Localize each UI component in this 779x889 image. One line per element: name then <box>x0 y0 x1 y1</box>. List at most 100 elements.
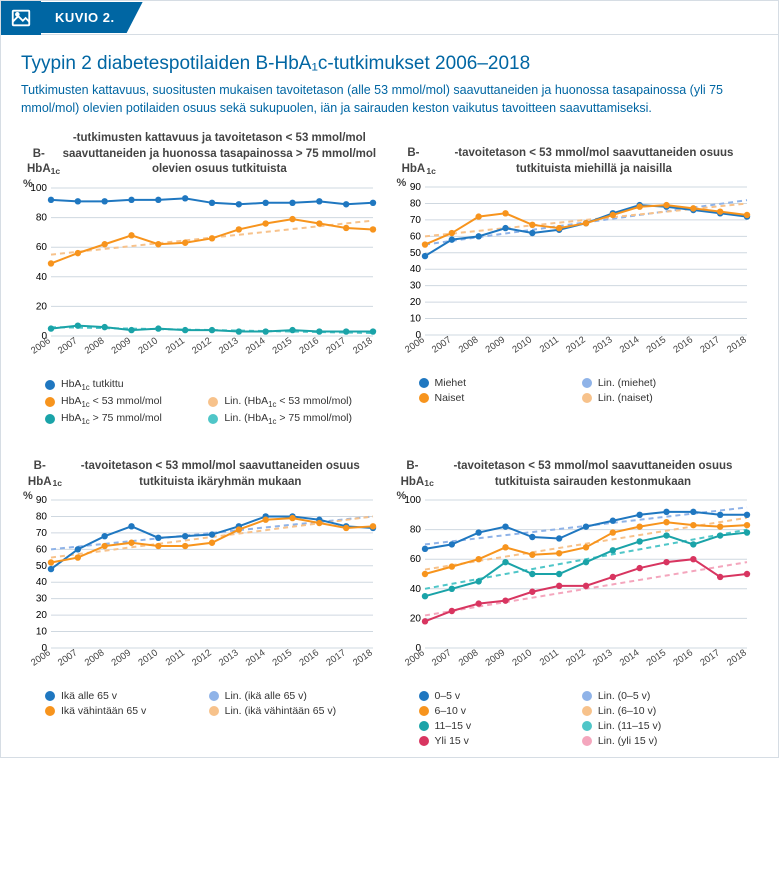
point-d05 <box>716 512 722 518</box>
legend-label: Lin. (0–5 v) <box>598 690 651 702</box>
point-naiset <box>421 242 427 248</box>
svg-text:2017: 2017 <box>324 648 348 669</box>
svg-text:2007: 2007 <box>429 648 453 669</box>
point-alle65 <box>128 523 134 529</box>
point-lt53 <box>343 225 349 231</box>
point-miehet <box>529 230 535 236</box>
svg-text:90: 90 <box>36 495 48 506</box>
point-tutkittu <box>316 198 322 204</box>
figure-container: KUVIO 2. Tyypin 2 diabetespotilaiden B-H… <box>0 0 779 758</box>
figure-title: Tyypin 2 diabetespotilaiden B-HbA₁c-tutk… <box>21 53 758 75</box>
legend-swatch <box>582 706 592 716</box>
legend-label: HbA1c tutkittu <box>61 378 124 392</box>
panel-sex: B-HbA1c -tavoitetason < 53 mmol/mol saav… <box>395 131 759 426</box>
point-alle65 <box>75 546 81 552</box>
legend-item: 11–15 v <box>419 720 568 732</box>
legend-label: HbA1c > 75 mmol/mol <box>61 412 162 426</box>
point-naiset <box>475 214 481 220</box>
point-d1115 <box>555 571 561 577</box>
point-d05 <box>636 512 642 518</box>
point-lt53 <box>289 216 295 222</box>
svg-text:2016: 2016 <box>297 648 321 669</box>
point-d1115 <box>690 541 696 547</box>
svg-text:2012: 2012 <box>190 648 214 669</box>
svg-text:2008: 2008 <box>83 648 107 669</box>
legend-swatch <box>45 706 55 716</box>
svg-text:80: 80 <box>36 212 48 223</box>
legend-label: Lin. (ikä alle 65 v) <box>225 690 307 702</box>
point-miehet <box>475 233 481 239</box>
svg-text:40: 40 <box>36 272 48 283</box>
legend-item: Miehet <box>419 377 568 389</box>
point-d1115 <box>636 538 642 544</box>
point-gt75 <box>48 325 54 331</box>
svg-text:60: 60 <box>36 242 48 253</box>
legend-item: HbA1c > 75 mmol/mol <box>45 412 194 426</box>
point-alle65 <box>209 531 215 537</box>
svg-text:20: 20 <box>36 301 48 312</box>
svg-text:2006: 2006 <box>29 335 53 356</box>
point-miehet <box>448 237 454 243</box>
point-d15p <box>502 598 508 604</box>
point-d610 <box>609 529 615 535</box>
svg-text:2015: 2015 <box>271 648 295 669</box>
point-yli65 <box>75 554 81 560</box>
point-lt53 <box>209 235 215 241</box>
legend-label: Yli 15 v <box>435 735 469 747</box>
point-d15p <box>421 618 427 624</box>
legend-label: Lin. (miehet) <box>598 377 656 389</box>
legend-label: Ikä alle 65 v <box>61 690 117 702</box>
legend: 0–5 vLin. (0–5 v)6–10 vLin. (6–10 v)11–1… <box>395 684 759 747</box>
point-gt75 <box>182 327 188 333</box>
legend-swatch <box>208 397 218 407</box>
legend: HbA1c tutkittu HbA1c < 53 mmol/mol Lin. (H… <box>21 372 385 426</box>
svg-text:80: 80 <box>409 525 421 536</box>
svg-text:2010: 2010 <box>136 335 160 356</box>
svg-text:50: 50 <box>409 248 421 259</box>
legend-label: Naiset <box>435 392 465 404</box>
svg-text:2010: 2010 <box>136 648 160 669</box>
point-d15p <box>636 565 642 571</box>
point-gt75 <box>128 327 134 333</box>
legend-item: Lin. (ikä alle 65 v) <box>209 690 385 702</box>
point-d1115 <box>502 559 508 565</box>
svg-text:10: 10 <box>409 314 421 325</box>
panel-title: B-HbA1c -tavoitetason < 53 mmol/mol saav… <box>395 131 759 177</box>
point-yli65 <box>370 523 376 529</box>
point-lt53 <box>262 220 268 226</box>
point-d05 <box>582 524 588 530</box>
point-yli65 <box>155 543 161 549</box>
svg-text:2008: 2008 <box>456 648 480 669</box>
svg-text:2016: 2016 <box>671 648 695 669</box>
point-yli65 <box>236 526 242 532</box>
svg-text:2011: 2011 <box>164 335 187 356</box>
svg-text:2018: 2018 <box>725 648 749 669</box>
legend-item: Lin. (HbA1c > 75 mmol/mol) <box>208 412 384 426</box>
svg-text:30: 30 <box>36 594 48 605</box>
legend-label: Miehet <box>435 377 467 389</box>
chart-svg: 0204060801002006200720082009201020112012… <box>395 494 755 684</box>
point-d1115 <box>582 559 588 565</box>
legend-swatch <box>582 721 592 731</box>
legend-swatch <box>419 721 429 731</box>
svg-text:2018: 2018 <box>725 335 749 356</box>
svg-text:2011: 2011 <box>164 648 187 669</box>
point-d610 <box>421 571 427 577</box>
svg-text:20: 20 <box>36 610 48 621</box>
legend-item: Yli 15 v <box>419 735 568 747</box>
point-naiset <box>609 212 615 218</box>
point-lt53 <box>75 250 81 256</box>
svg-text:60: 60 <box>409 232 421 243</box>
point-d15p <box>529 589 535 595</box>
legend-label: Ikä vähintään 65 v <box>61 705 146 717</box>
point-d05 <box>448 541 454 547</box>
svg-text:20: 20 <box>409 613 421 624</box>
legend-item: Lin. (11–15 v) <box>582 720 758 732</box>
point-d05 <box>529 534 535 540</box>
point-tutkittu <box>128 196 134 202</box>
legend-swatch <box>208 414 218 424</box>
point-alle65 <box>101 533 107 539</box>
legend: Ikä alle 65 v Lin. (ikä alle 65 v) Ikä väh… <box>21 684 385 717</box>
legend-label: HbA1c < 53 mmol/mol <box>61 395 162 409</box>
svg-text:2008: 2008 <box>83 335 107 356</box>
